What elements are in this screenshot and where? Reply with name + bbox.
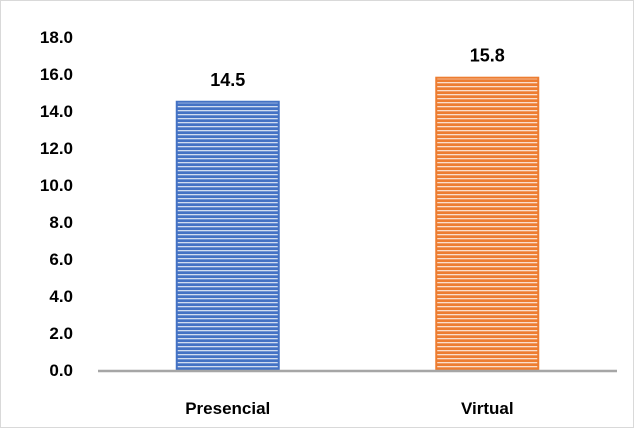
y-tick-label: 14.0 <box>40 102 73 121</box>
data-label: 15.8 <box>470 46 505 66</box>
y-tick-label: 10.0 <box>40 176 73 195</box>
x-tick-label: Presencial <box>185 399 270 418</box>
y-axis-ticks: 0.0 2.0 4.0 6.0 8.0 10.0 12.0 14.0 16.0 18.0 <box>40 28 73 380</box>
y-tick-label: 6.0 <box>49 250 73 269</box>
y-tick-label: 12.0 <box>40 139 73 158</box>
bars <box>175 76 540 371</box>
bar-presencial <box>175 100 280 371</box>
y-tick-label: 8.0 <box>49 213 73 232</box>
y-tick-label: 0.0 <box>49 361 73 380</box>
data-labels: 14.5 15.8 <box>210 46 505 90</box>
y-tick-label: 16.0 <box>40 65 73 84</box>
x-axis-ticks: Presencial Virtual <box>185 399 513 418</box>
data-label: 14.5 <box>210 70 245 90</box>
y-tick-label: 18.0 <box>40 28 73 47</box>
y-tick-label: 4.0 <box>49 287 73 306</box>
y-tick-label: 2.0 <box>49 324 73 343</box>
bar-virtual <box>435 76 540 371</box>
x-tick-label: Virtual <box>461 399 514 418</box>
